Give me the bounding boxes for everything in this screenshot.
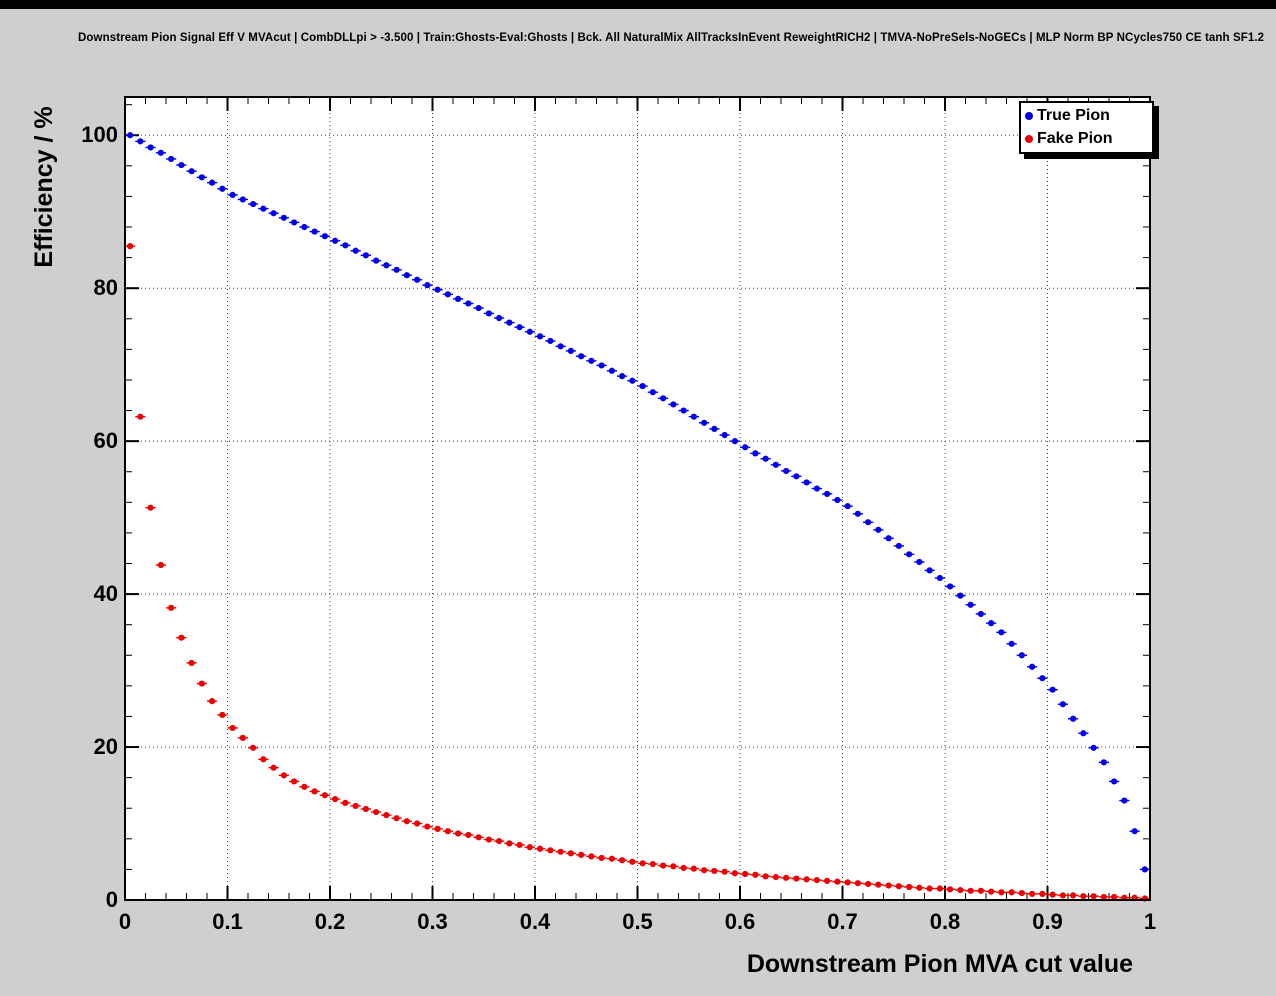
legend-label-true-pion: True Pion (1037, 106, 1110, 124)
legend-item-true-pion: True Pion (1021, 104, 1152, 127)
legend-label-fake-pion: Fake Pion (1037, 129, 1113, 147)
y-tick-label-80: 80 (93, 275, 118, 301)
x-tick-label-0.4: 0.4 (519, 909, 551, 934)
series-fake-pion (125, 243, 1150, 902)
y-tick-label-40: 40 (93, 581, 118, 607)
x-tick-label-0.7: 0.7 (827, 909, 858, 934)
legend: True Pion Fake Pion (1019, 101, 1154, 154)
x-tick-label-0.8: 0.8 (929, 909, 961, 934)
y-tick-label-20: 20 (93, 734, 118, 760)
y-tick-label-100: 100 (81, 122, 118, 148)
true-pion-marker-icon (1025, 111, 1033, 120)
x-tick-label-0: 0 (118, 909, 132, 934)
fake-pion-marker-icon (1025, 134, 1033, 143)
y-tick-label-60: 60 (93, 428, 118, 454)
grid-lines (125, 97, 1150, 900)
x-tick-label-0.2: 0.2 (314, 909, 346, 934)
x-tick-label-0.1: 0.1 (212, 909, 243, 934)
window-top-strip (0, 0, 1276, 9)
x-tick-label-0.5: 0.5 (622, 909, 653, 934)
x-axis-title: Downstream Pion MVA cut value (746, 950, 1133, 978)
y-axis-title: Efficiency / % (30, 106, 58, 268)
plot-frame-border (124, 96, 1151, 901)
plot-frame-background (125, 97, 1150, 900)
x-tick-label-1: 1 (1143, 909, 1157, 934)
x-tick-label-0.9: 0.9 (1032, 909, 1063, 934)
series-true-pion (125, 132, 1150, 873)
x-tick-label-0.6: 0.6 (724, 909, 756, 934)
x-tick-label-0.3: 0.3 (417, 909, 448, 934)
legend-item-fake-pion: Fake Pion (1021, 127, 1152, 150)
y-tick-label-0: 0 (105, 887, 118, 912)
plot-title: Downstream Pion Signal Eff V MVAcut | Co… (78, 32, 1265, 44)
